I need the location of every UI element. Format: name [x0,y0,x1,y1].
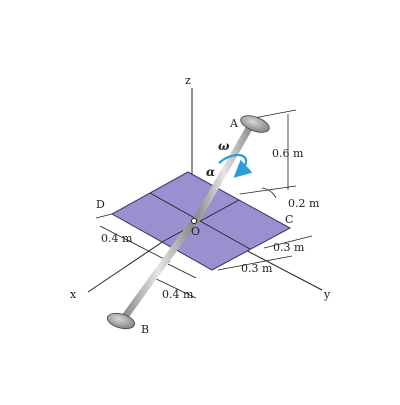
dim-leader-d [95,213,113,219]
omega-symbol: ω [218,139,230,153]
pivot-o [191,218,197,224]
point-label-c: C [285,213,293,226]
dim-line-0-3-a [263,235,313,249]
point-label-b: B [141,323,149,336]
rod-ob [120,220,196,322]
dim-line-0-4-b [149,275,197,299]
dim-label-0-6: 0.6 m [272,147,304,160]
dim-label-0-4-b: 0.4 m [162,288,194,301]
dim-line-0-3-b [217,255,293,271]
point-label-a: A [229,117,239,130]
alpha-symbol: α [206,165,215,179]
dim-leader-a-top [253,109,297,119]
axis-label-x: x [70,288,77,301]
axis-label-y: y [323,288,331,301]
axis-label-z: z [185,74,191,87]
rod-oa [192,119,256,225]
dim-line-0-4-d [99,225,171,263]
rotation-arrow-icon [218,153,253,178]
plate-midline-2 [161,199,240,243]
disk-a [240,115,270,133]
dim-label-0-2: 0.2 m [288,197,320,210]
point-label-o: O [191,225,200,238]
dim-arc-0-2 [261,187,277,199]
dim-label-0-4-d: 0.4 m [101,232,133,245]
dim-label-0-3-a: 0.3 m [273,241,305,254]
dim-leader-b [167,263,197,279]
dim-label-0-3-b: 0.3 m [241,262,273,275]
point-label-d: D [96,198,105,211]
disk-b [106,312,136,330]
